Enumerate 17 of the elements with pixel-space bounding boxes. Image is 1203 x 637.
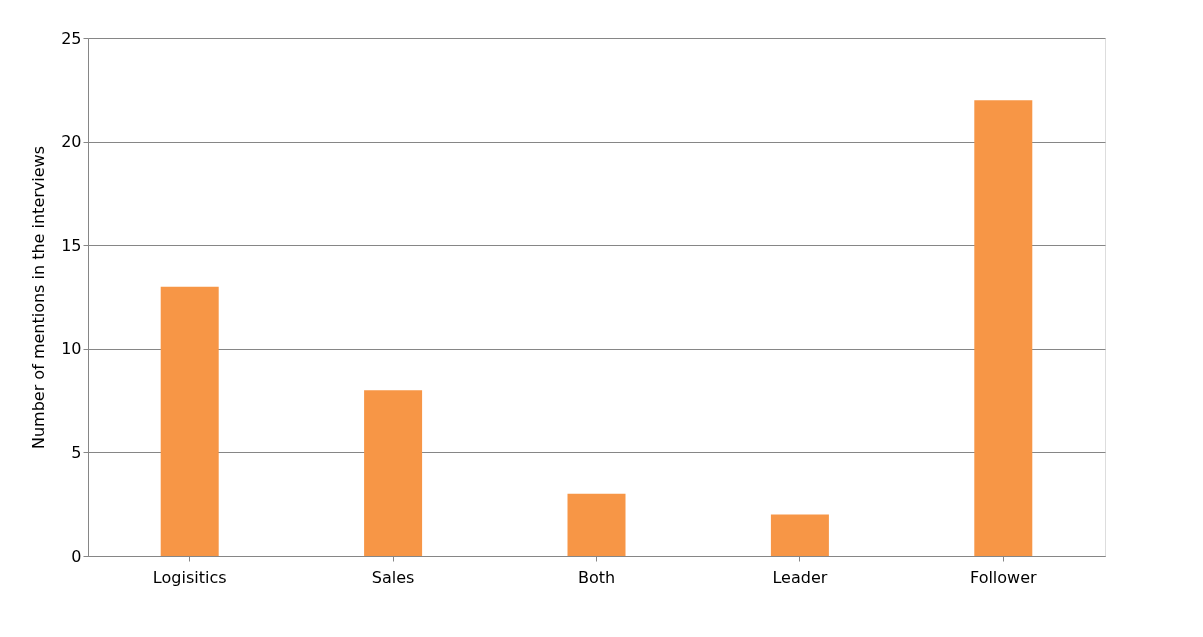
y-tick-label: 0 — [71, 546, 82, 566]
x-tick-label: Sales — [371, 567, 415, 587]
x-tick-label: Leader — [772, 567, 828, 587]
bar — [160, 286, 219, 556]
y-axis-title: Number of mentions in the interviews — [29, 146, 49, 449]
x-tick-label: Follower — [970, 567, 1038, 587]
y-tick-label: 20 — [61, 132, 82, 152]
bar — [364, 390, 423, 556]
y-tick-label: 25 — [61, 28, 82, 48]
y-tick-label: 10 — [61, 339, 82, 359]
x-tick-label: Logisitics — [152, 567, 227, 587]
bar — [770, 514, 829, 556]
bar — [974, 100, 1033, 556]
y-tick-label: 5 — [71, 442, 82, 462]
bar — [567, 493, 626, 556]
y-tick-label: 15 — [61, 235, 82, 255]
x-tick-label: Both — [577, 567, 616, 587]
